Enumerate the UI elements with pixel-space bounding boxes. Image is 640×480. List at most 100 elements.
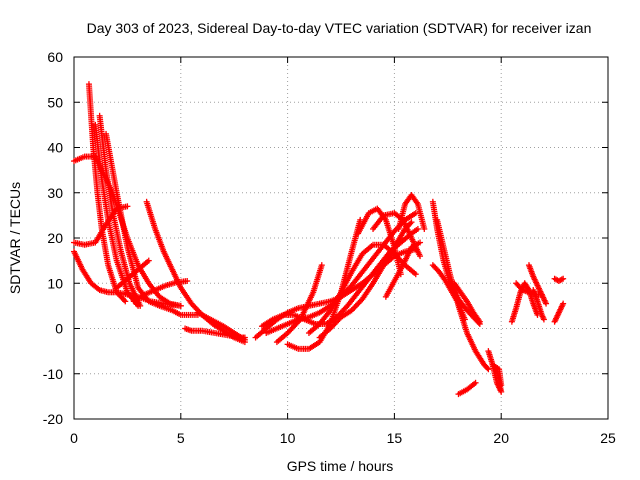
data-point xyxy=(476,318,483,325)
x-tick-label: 25 xyxy=(600,430,616,446)
data-point xyxy=(184,277,191,284)
data-point xyxy=(305,310,321,321)
data-point xyxy=(534,282,545,297)
data-point xyxy=(472,379,479,386)
y-tick-label: 10 xyxy=(47,275,63,291)
data-point xyxy=(540,316,547,323)
data-point xyxy=(316,303,332,316)
data-point xyxy=(365,263,382,282)
data-point xyxy=(417,239,424,246)
data-point xyxy=(145,298,161,309)
data-point xyxy=(143,198,158,231)
data-point xyxy=(173,278,189,286)
data-point xyxy=(241,336,248,343)
data-point xyxy=(470,309,482,324)
series-arc-35 xyxy=(551,300,567,325)
data-point xyxy=(316,308,333,327)
data-point xyxy=(98,225,111,267)
data-point xyxy=(145,257,152,264)
data-point xyxy=(408,240,422,251)
data-point xyxy=(199,327,217,336)
data-point xyxy=(417,253,424,260)
series-arc-27 xyxy=(451,280,483,325)
y-tick-label: -20 xyxy=(43,411,63,427)
data-point xyxy=(137,302,144,309)
series-arc-12 xyxy=(194,309,248,343)
data-point xyxy=(105,216,120,262)
data-point xyxy=(391,263,405,284)
data-point xyxy=(71,154,86,165)
series-arc-30 xyxy=(489,361,505,389)
data-point xyxy=(273,321,289,332)
series-arc-4 xyxy=(85,81,129,305)
data-point xyxy=(434,216,447,249)
data-point xyxy=(355,277,371,296)
data-point xyxy=(382,279,397,300)
data-point xyxy=(338,270,354,296)
data-point xyxy=(156,302,174,313)
data-point xyxy=(513,291,523,312)
data-point xyxy=(338,308,354,321)
series-arc-34 xyxy=(530,287,547,323)
series-arc-7 xyxy=(103,130,201,318)
data-point xyxy=(348,297,365,314)
series-arc-10 xyxy=(130,277,191,305)
data-point xyxy=(327,290,344,314)
data-point xyxy=(457,289,469,303)
data-point xyxy=(370,213,386,232)
series-arc-8 xyxy=(113,257,152,291)
data-point xyxy=(496,366,504,387)
series-arc-33 xyxy=(525,262,550,307)
x-axis: 0 5 10 15 20 25 xyxy=(70,57,616,446)
data-point xyxy=(124,203,131,210)
data-point xyxy=(113,189,131,249)
data-point xyxy=(382,216,397,249)
data-point xyxy=(449,289,461,305)
grid xyxy=(74,57,608,419)
y-tick-label: -10 xyxy=(43,366,63,382)
data-point xyxy=(560,275,567,282)
data-point xyxy=(258,317,275,330)
x-axis-label: GPS time / hours xyxy=(287,458,394,474)
data-point xyxy=(408,192,420,206)
data-point xyxy=(103,167,116,212)
data-point xyxy=(318,262,325,269)
data-point xyxy=(327,315,343,332)
data-point xyxy=(297,290,316,323)
series-arc-25 xyxy=(434,216,492,373)
data-point xyxy=(455,387,469,398)
data-point xyxy=(344,290,360,309)
data-point xyxy=(429,262,441,274)
series-arc-22 xyxy=(395,192,428,232)
data-point xyxy=(485,348,496,367)
data-point xyxy=(130,292,146,305)
data-point xyxy=(513,280,525,292)
data-point xyxy=(414,201,427,231)
data-point xyxy=(103,130,120,194)
y-tick-label: 20 xyxy=(47,230,63,246)
x-tick-label: 0 xyxy=(70,430,78,446)
x-tick-label: 15 xyxy=(387,430,403,446)
data-point xyxy=(203,314,217,324)
x-tick-label: 5 xyxy=(177,430,185,446)
data-point xyxy=(380,210,396,219)
series-arc-28 xyxy=(455,379,479,398)
data-point xyxy=(85,81,97,149)
series-layer xyxy=(71,81,567,398)
data-point xyxy=(71,239,86,248)
data-point xyxy=(122,298,129,305)
series-arc-17 xyxy=(273,262,325,346)
data-point xyxy=(551,311,562,325)
series-arc-36 xyxy=(551,275,567,284)
series-arc-18 xyxy=(305,241,419,337)
y-tick-label: 30 xyxy=(47,185,63,201)
data-point xyxy=(485,366,492,373)
data-point xyxy=(534,298,545,317)
data-point xyxy=(88,280,102,292)
data-point xyxy=(252,326,268,341)
data-point xyxy=(525,262,536,278)
y-axis: -20 -10 0 10 20 30 40 50 60 xyxy=(43,49,608,427)
data-point xyxy=(211,318,225,329)
data-point xyxy=(135,262,151,285)
